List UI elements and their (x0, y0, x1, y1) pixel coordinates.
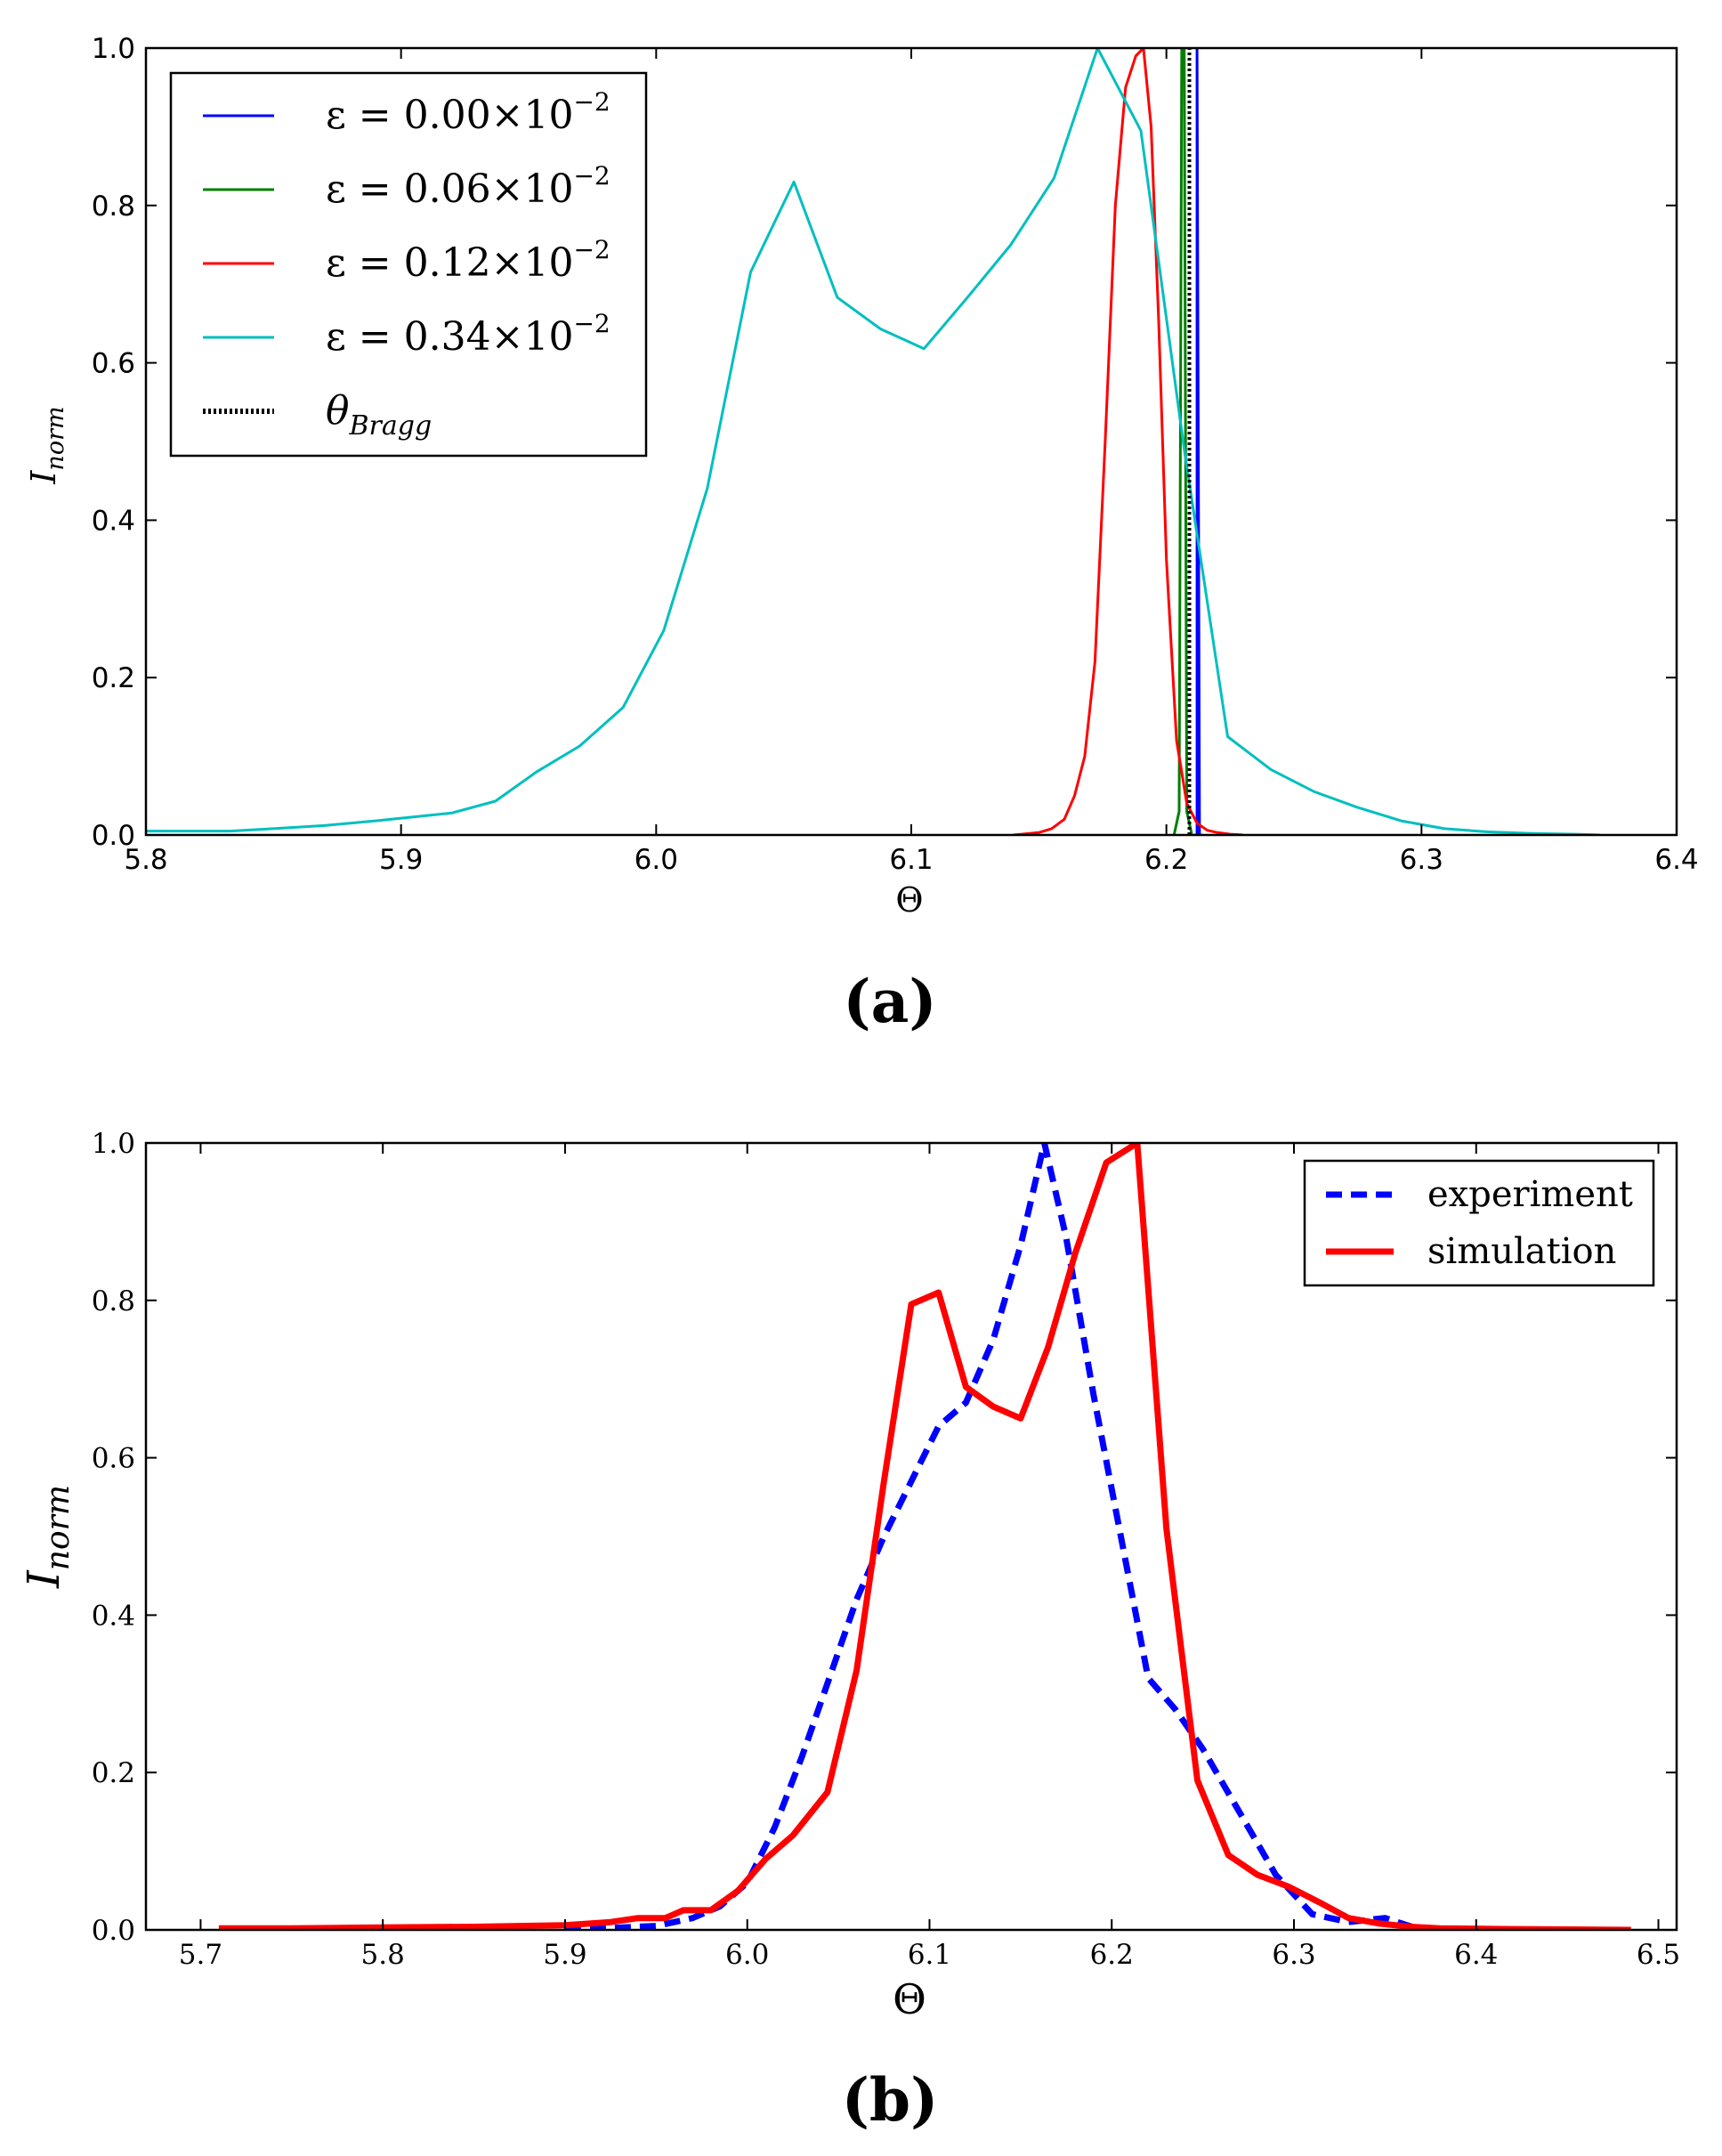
legend-b: experiment simulation (1303, 1159, 1655, 1287)
legend-a-label: ε = 0.00×10−2 (326, 87, 610, 138)
y-tick-label: 1.0 (92, 33, 135, 65)
x-tick-label: 6.4 (1454, 1939, 1498, 1971)
x-tick-label: 6.3 (1400, 844, 1443, 876)
legend-a-label: ε = 0.34×10−2 (326, 309, 610, 360)
legend-a-label-exponent: −2 (573, 87, 610, 117)
legend-a-label-main: ε = 0.00×10 (326, 93, 573, 138)
legend-a-label-subscript: Bragg (349, 410, 433, 442)
x-axis-label-a: Θ (895, 880, 923, 920)
series-line-experiment (564, 1143, 1423, 1930)
y-tick-label: 0.2 (92, 1757, 135, 1789)
y-axis-label-a-sub: norm (42, 406, 69, 470)
x-tick-label: 5.8 (361, 1939, 405, 1971)
y-axis-label-b-main: I (18, 1569, 69, 1589)
legend-a-label-exponent: −2 (573, 235, 610, 264)
x-tick-label: 6.0 (725, 1939, 769, 1971)
y-tick-label: 0.0 (92, 1915, 135, 1947)
x-tick-label: 6.4 (1654, 844, 1698, 876)
plot-frame-a (144, 46, 1678, 837)
y-axis-label-b: Inorm (18, 1485, 77, 1589)
x-axis-label-b: Θ (893, 1975, 926, 2023)
svg-text:Inorm: Inorm (24, 406, 69, 484)
y-axis-label-a-main: I (24, 470, 63, 485)
legend-a-label: ε = 0.06×10−2 (326, 161, 610, 212)
legend-a-label-main: ε = 0.34×10 (326, 314, 573, 360)
x-tick-label: 5.8 (124, 844, 167, 876)
x-tick-label: 6.2 (1090, 1939, 1134, 1971)
legend-a: ε = 0.00×10−2ε = 0.06×10−2ε = 0.12×10−2ε… (169, 71, 648, 458)
legend-a-label-exponent: −2 (573, 309, 610, 338)
legend-a-label-main: ε = 0.12×10 (326, 240, 573, 286)
series-line-eps-034 (146, 48, 1601, 835)
y-tick-label: 0.4 (92, 505, 135, 537)
legend-a-label-exponent: −2 (573, 161, 610, 190)
panel-label-b: (b) (842, 2065, 939, 2135)
legend-b-label: experiment (1427, 1174, 1633, 1215)
x-tick-label: 5.9 (379, 844, 423, 876)
legend-a-label: θBragg (326, 388, 432, 442)
y-axis-label-a: Inorm (24, 406, 69, 484)
plot-frame-b (144, 1141, 1678, 1932)
y-tick-label: 0.8 (92, 1285, 135, 1317)
x-tick-label: 6.3 (1272, 1939, 1315, 1971)
series-line-eps-012 (1013, 48, 1243, 835)
legend-a-label-main: θ (326, 388, 350, 434)
y-tick-label: 0.8 (92, 190, 135, 223)
panel-label-a: (a) (843, 967, 936, 1036)
y-tick-label: 0.4 (92, 1600, 135, 1632)
y-tick-label: 0.6 (92, 1443, 135, 1475)
chart-panel-a: 5.8 5.9 6.0 6.1 6.2 6.3 6.40.00.20.40.60.81.0 … (24, 33, 1699, 1036)
y-axis-label-b-sub: norm (40, 1485, 77, 1570)
x-tick-label: 6.1 (889, 844, 933, 876)
legend-b-frame (1303, 1159, 1655, 1287)
series-line-eps-006 (1172, 48, 1193, 835)
x-tick-label: 6.0 (635, 844, 678, 876)
legend-b-label: simulation (1427, 1231, 1616, 1272)
x-tick-label: 6.1 (908, 1939, 951, 1971)
chart-panel-b: 5.7 5.8 5.9 6.0 6.1 6.2 6.3 6.4 6.5 0.0 0.2 0.4 0.6 0… (18, 1128, 1680, 2135)
series-line-simulation (218, 1143, 1631, 1930)
y-tick-label: 0.6 (92, 348, 135, 380)
y-tick-label: 0.2 (92, 662, 135, 694)
legend-a-label-main: ε = 0.06×10 (326, 166, 573, 212)
y-tick-label: 1.0 (92, 1128, 135, 1160)
x-tick-label: 5.9 (543, 1939, 586, 1971)
y-tick-label: 0.0 (92, 820, 135, 852)
legend-a-label: ε = 0.12×10−2 (326, 235, 610, 286)
x-tick-label: 6.2 (1144, 844, 1188, 876)
x-tick-label: 6.5 (1637, 1939, 1680, 1971)
svg-text:Inorm: Inorm (18, 1485, 77, 1589)
x-tick-label: 5.7 (179, 1939, 222, 1971)
